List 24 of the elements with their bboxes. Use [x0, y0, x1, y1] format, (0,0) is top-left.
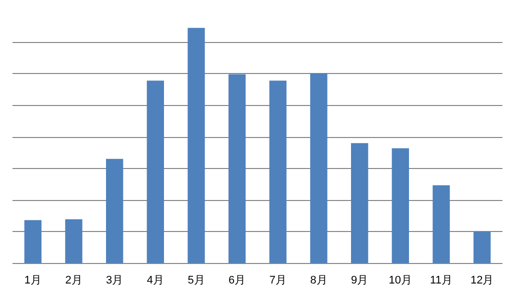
- bar: [474, 232, 491, 264]
- bar: [432, 185, 450, 264]
- x-tick-label: 11月: [430, 274, 452, 286]
- x-tick-label: 4月: [146, 274, 164, 286]
- x-tick-label: 1月: [24, 274, 42, 286]
- bar: [392, 148, 409, 264]
- x-tick-label: 12月: [470, 274, 494, 286]
- bar: [188, 28, 205, 264]
- bar: [106, 158, 124, 264]
- bar: [310, 73, 328, 264]
- x-tick-label: 3月: [106, 274, 124, 286]
- x-tick-label: 5月: [188, 274, 205, 286]
- x-tick-label: 7月: [269, 274, 286, 286]
- x-tick-label: 8月: [310, 274, 328, 286]
- bar: [65, 219, 82, 264]
- x-tick-label: 9月: [351, 274, 368, 286]
- x-tick-label: 6月: [228, 274, 246, 286]
- x-tick-label: 2月: [65, 274, 82, 286]
- bar: [351, 143, 368, 264]
- bar: [24, 220, 42, 264]
- bar: [146, 80, 164, 264]
- x-tick-label: 10月: [388, 274, 412, 286]
- bar: [228, 74, 246, 264]
- bar: [269, 80, 286, 264]
